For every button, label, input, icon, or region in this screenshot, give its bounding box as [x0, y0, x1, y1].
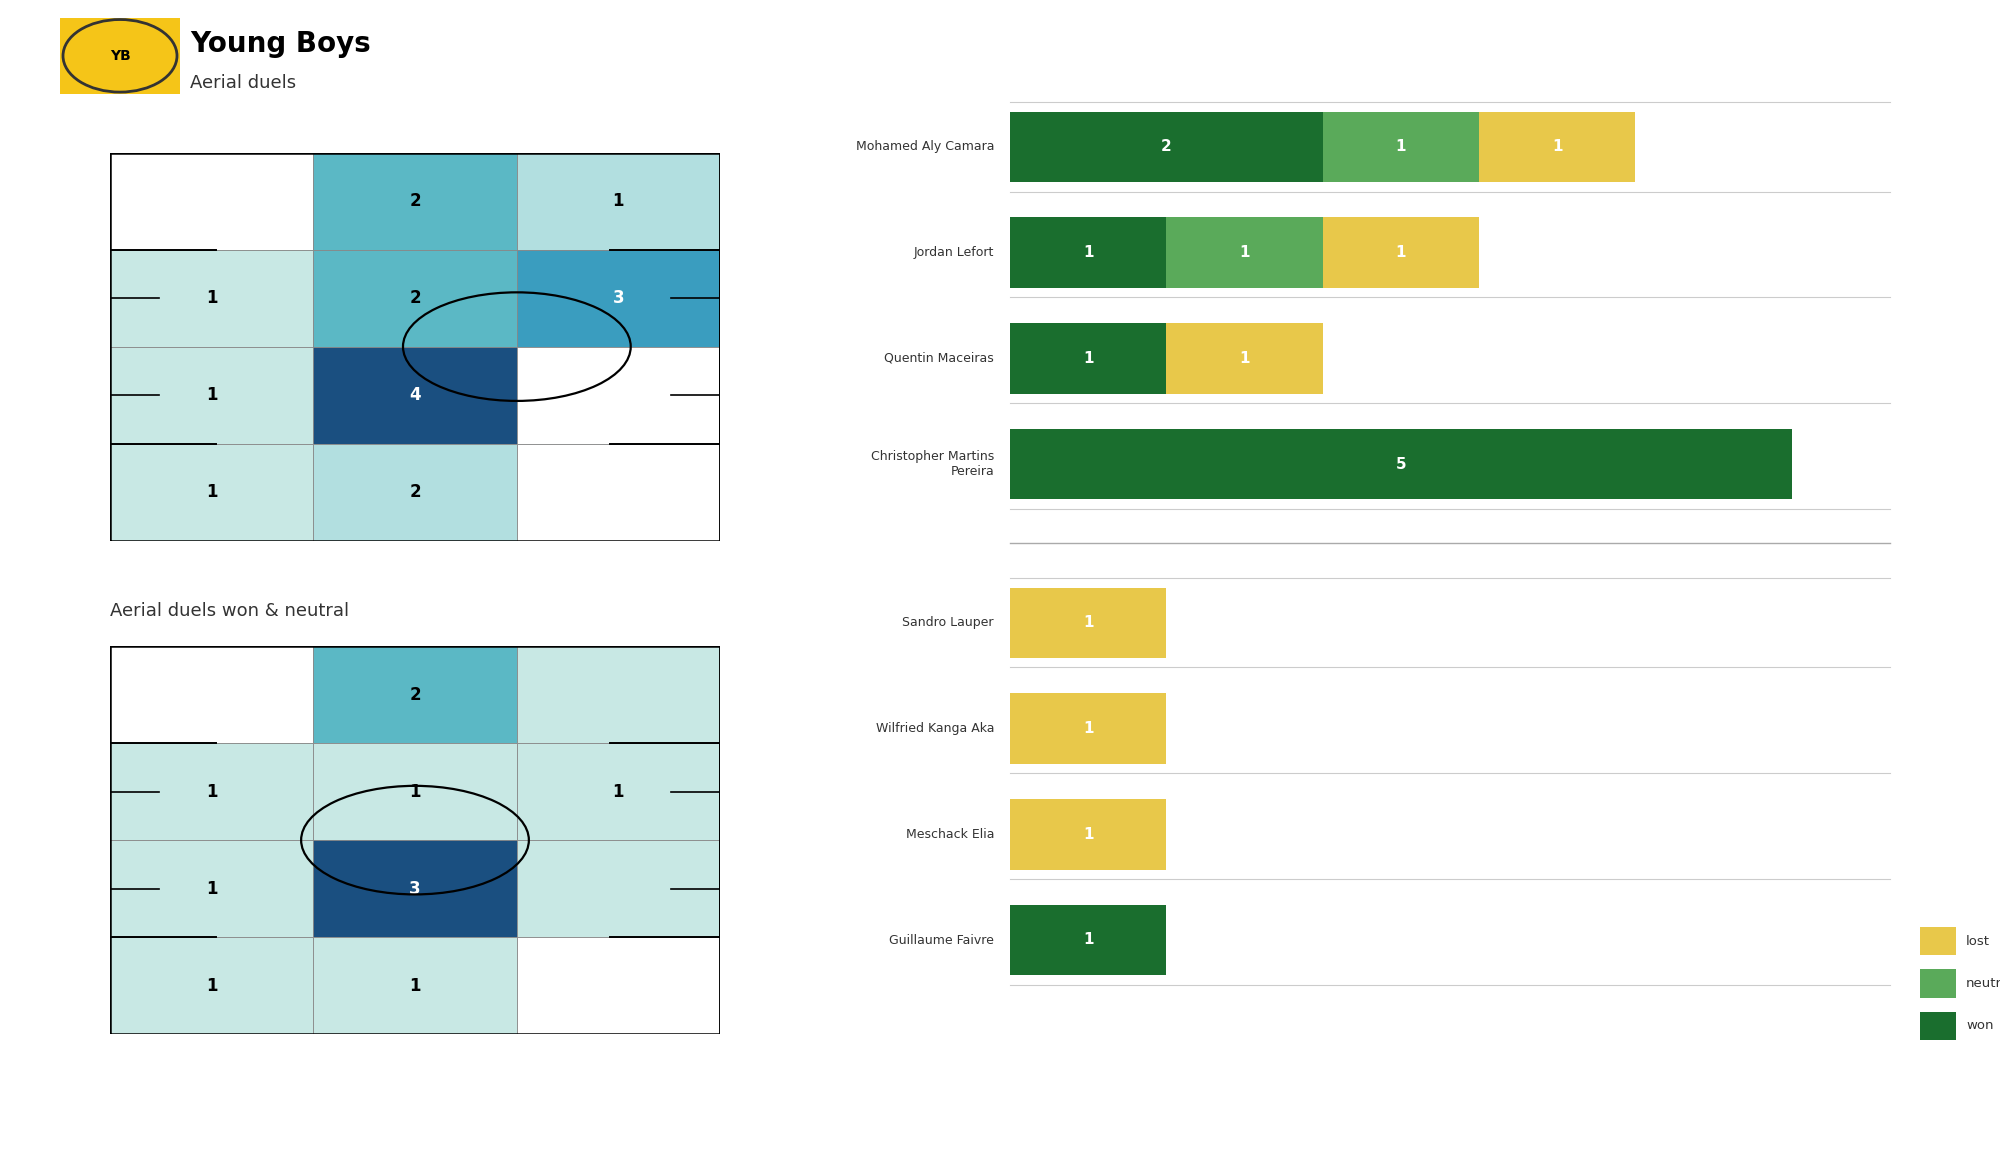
Text: Jordan Lefort: Jordan Lefort [914, 246, 994, 260]
Text: lost: lost [1966, 934, 1990, 948]
Bar [110, 646, 314, 744]
Text: Young Boys: Young Boys [190, 31, 370, 59]
Text: 1: 1 [206, 289, 218, 307]
Bar [314, 444, 516, 540]
Bar [110, 938, 314, 1034]
Bar [516, 347, 720, 444]
Text: 1: 1 [206, 783, 218, 800]
Bar [516, 744, 720, 840]
Text: 2: 2 [410, 686, 420, 704]
Bar [314, 744, 516, 840]
Text: 1: 1 [1396, 140, 1406, 154]
Bar [314, 250, 516, 347]
Text: 2: 2 [410, 483, 420, 501]
Text: 1: 1 [410, 976, 420, 994]
Bar [314, 347, 516, 444]
Text: 1: 1 [1240, 351, 1250, 365]
Bar [110, 347, 314, 444]
Text: Meschack Elia: Meschack Elia [906, 827, 994, 841]
Text: Aerial duels: Aerial duels [190, 74, 296, 92]
Text: 2: 2 [410, 289, 420, 307]
Text: 1: 1 [206, 387, 218, 404]
Bar [516, 250, 720, 347]
Text: 1: 1 [1396, 246, 1406, 260]
Bar [516, 938, 720, 1034]
Text: 1: 1 [612, 783, 624, 800]
Text: 1: 1 [206, 483, 218, 501]
Text: won: won [1966, 1019, 1994, 1033]
Text: 2: 2 [1160, 140, 1172, 154]
Text: Mohamed Aly Camara: Mohamed Aly Camara [856, 140, 994, 154]
Text: 1: 1 [410, 783, 420, 800]
Text: 1: 1 [1082, 351, 1094, 365]
Text: Quentin Maceiras: Quentin Maceiras [884, 351, 994, 365]
Bar [314, 153, 516, 250]
Bar [516, 840, 720, 938]
Bar [314, 938, 516, 1034]
Text: 1: 1 [1082, 721, 1094, 736]
Bar [110, 444, 314, 540]
Ellipse shape [64, 20, 176, 92]
Text: Christopher Martins
Pereira: Christopher Martins Pereira [870, 450, 994, 478]
Bar [314, 646, 516, 744]
Bar [110, 744, 314, 840]
Text: 4: 4 [410, 387, 420, 404]
Bar [516, 646, 720, 744]
Text: Wilfried Kanga Aka: Wilfried Kanga Aka [876, 721, 994, 736]
Text: Guillaume Faivre: Guillaume Faivre [890, 933, 994, 947]
Bar [110, 840, 314, 938]
Bar [110, 153, 314, 250]
Text: 1: 1 [1082, 827, 1094, 841]
Text: 3: 3 [612, 289, 624, 307]
Text: 3: 3 [410, 880, 420, 898]
Text: 1: 1 [612, 193, 624, 210]
Bar [110, 250, 314, 347]
Text: Sandro Lauper: Sandro Lauper [902, 616, 994, 630]
Text: 1: 1 [206, 880, 218, 898]
Text: 1: 1 [206, 976, 218, 994]
Text: 2: 2 [410, 193, 420, 210]
Text: 1: 1 [1082, 246, 1094, 260]
Bar [314, 840, 516, 938]
Text: Aerial duels won & neutral: Aerial duels won & neutral [110, 602, 350, 620]
Text: 1: 1 [1082, 616, 1094, 630]
Bar [516, 444, 720, 540]
Text: 1: 1 [1552, 140, 1562, 154]
Text: 1: 1 [1240, 246, 1250, 260]
Text: YB: YB [110, 49, 130, 62]
Bar [516, 153, 720, 250]
Text: 1: 1 [1082, 933, 1094, 947]
Text: neutral: neutral [1966, 976, 2000, 991]
Text: 5: 5 [1396, 457, 1406, 471]
